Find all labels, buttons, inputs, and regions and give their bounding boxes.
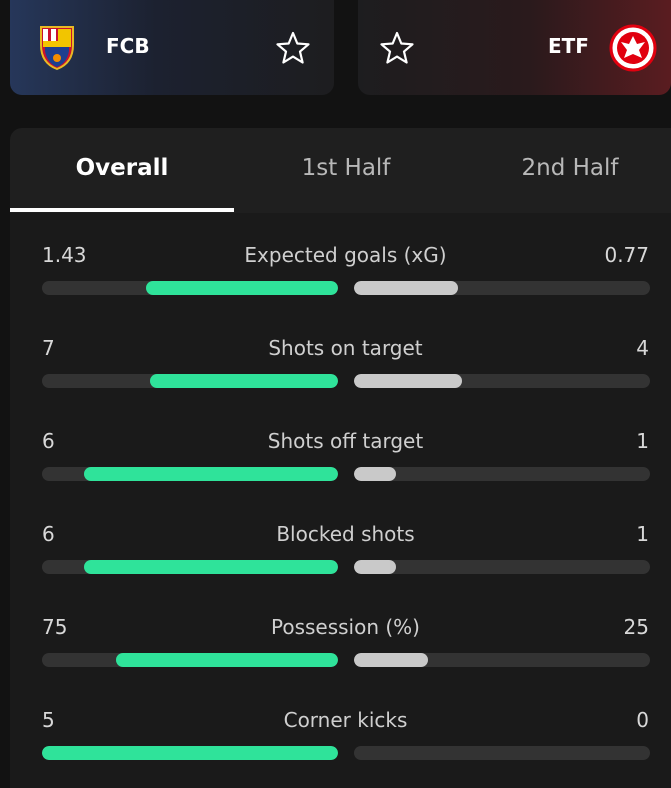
- away-value: 1: [636, 429, 649, 453]
- home-value: 75: [42, 615, 68, 639]
- home-bar: [149, 374, 338, 388]
- away-bar-track: [354, 374, 650, 388]
- home-bar: [84, 467, 338, 481]
- away-bar: [354, 653, 428, 667]
- away-value: 0.77: [604, 243, 649, 267]
- tab[interactable]: Overall: [10, 128, 234, 212]
- away-bar-track: [354, 653, 650, 667]
- away-bar: [354, 374, 462, 388]
- away-bar: [354, 467, 397, 481]
- home-bar: [84, 560, 338, 574]
- home-team-name: FCB: [106, 34, 150, 58]
- stat-row: 6 Blocked shots 1: [10, 510, 671, 603]
- favorite-star[interactable]: [276, 31, 310, 65]
- away-value: 4: [636, 336, 649, 360]
- stat-label: Corner kicks: [283, 708, 408, 732]
- home-bar-track: [42, 746, 338, 760]
- away-bar: [354, 560, 397, 574]
- away-badge: [609, 24, 657, 72]
- stats-panel: Overall 1st Half 2nd Half 1.43 Expected goa…: [10, 128, 671, 788]
- stat-label: Shots on target: [268, 336, 423, 360]
- away-team-name: ETF: [548, 34, 589, 58]
- stat-label: Expected goals (xG): [244, 243, 447, 267]
- tab[interactable]: 1st Half: [301, 155, 391, 181]
- away-bar-track: [354, 560, 650, 574]
- home-value: 6: [42, 429, 55, 453]
- stat-label: Possession (%): [270, 615, 420, 639]
- stat-row: 5 Corner kicks 0: [10, 696, 671, 788]
- home-bar: [42, 746, 338, 760]
- favorite-star[interactable]: [380, 31, 414, 65]
- home-bar-track: [42, 653, 338, 667]
- tab-bar: Overall 1st Half 2nd Half: [10, 128, 671, 212]
- away-bar-track: [354, 281, 650, 295]
- stat-row: 7 Shots on target 4: [10, 324, 671, 417]
- away-bar: [354, 281, 458, 295]
- away-bar-track: [354, 746, 650, 760]
- home-value: 1.43: [42, 243, 87, 267]
- home-value: 6: [42, 522, 55, 546]
- home-bar-track: [42, 374, 338, 388]
- away-team-card[interactable]: ETF: [358, 0, 671, 95]
- home-bar: [116, 653, 338, 667]
- stat-label: Blocked shots: [276, 522, 415, 546]
- stat-row: 6 Shots off target 1: [10, 417, 671, 510]
- away-value: 1: [636, 522, 649, 546]
- away-bar-track: [354, 467, 650, 481]
- home-bar-track: [42, 467, 338, 481]
- away-value: 0: [636, 708, 649, 732]
- home-bar: [145, 281, 338, 295]
- home-value: 7: [42, 336, 55, 360]
- tab[interactable]: 2nd Half: [521, 155, 619, 181]
- home-badge: [40, 26, 74, 71]
- home-value: 5: [42, 708, 55, 732]
- home-bar-track: [42, 281, 338, 295]
- stat-row: 1.43 Expected goals (xG) 0.77: [10, 231, 671, 324]
- stats-list: 1.43 Expected goals (xG) 0.77 7 Shots on tar…: [10, 213, 671, 788]
- stat-row: 75 Possession (%) 25: [10, 603, 671, 696]
- home-bar-track: [42, 560, 338, 574]
- stat-label: Shots off target: [267, 429, 424, 453]
- home-team-card[interactable]: FCB: [10, 0, 334, 95]
- away-value: 25: [623, 615, 649, 639]
